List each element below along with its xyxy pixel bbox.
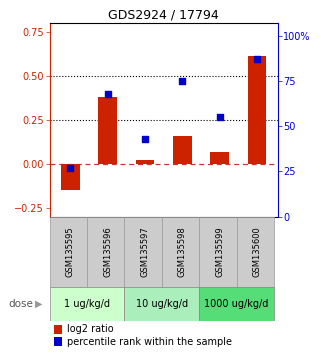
Point	[217, 114, 222, 120]
Bar	[54, 325, 62, 333]
Bar	[54, 337, 62, 346]
Text: dose: dose	[8, 299, 33, 309]
Bar	[173, 136, 192, 164]
Point	[180, 78, 185, 84]
Bar	[61, 164, 80, 190]
Bar	[248, 57, 266, 164]
Bar	[50, 286, 125, 321]
Text: ▶: ▶	[35, 299, 43, 309]
Bar	[50, 217, 87, 286]
Point	[143, 136, 148, 142]
Bar	[210, 153, 229, 164]
Bar	[162, 217, 199, 286]
Bar	[125, 217, 162, 286]
Title: GDS2924 / 17794: GDS2924 / 17794	[108, 9, 219, 22]
Bar	[199, 217, 237, 286]
Bar	[87, 217, 125, 286]
Point	[105, 91, 110, 96]
Bar	[237, 217, 274, 286]
Text: GSM135599: GSM135599	[215, 226, 224, 277]
Text: GSM135600: GSM135600	[253, 226, 262, 277]
Bar	[125, 286, 199, 321]
Text: GSM135596: GSM135596	[103, 226, 112, 277]
Text: log2 ratio: log2 ratio	[67, 324, 113, 334]
Point	[255, 56, 260, 62]
Text: 10 ug/kg/d: 10 ug/kg/d	[136, 299, 188, 309]
Point	[68, 165, 73, 171]
Text: percentile rank within the sample: percentile rank within the sample	[67, 337, 232, 347]
Text: 1000 ug/kg/d: 1000 ug/kg/d	[204, 299, 269, 309]
Bar	[136, 160, 154, 164]
Bar	[98, 97, 117, 164]
Text: 1 ug/kg/d: 1 ug/kg/d	[64, 299, 110, 309]
Text: GSM135598: GSM135598	[178, 226, 187, 277]
Bar	[199, 286, 274, 321]
Text: GSM135595: GSM135595	[66, 226, 75, 277]
Text: GSM135597: GSM135597	[141, 226, 150, 277]
